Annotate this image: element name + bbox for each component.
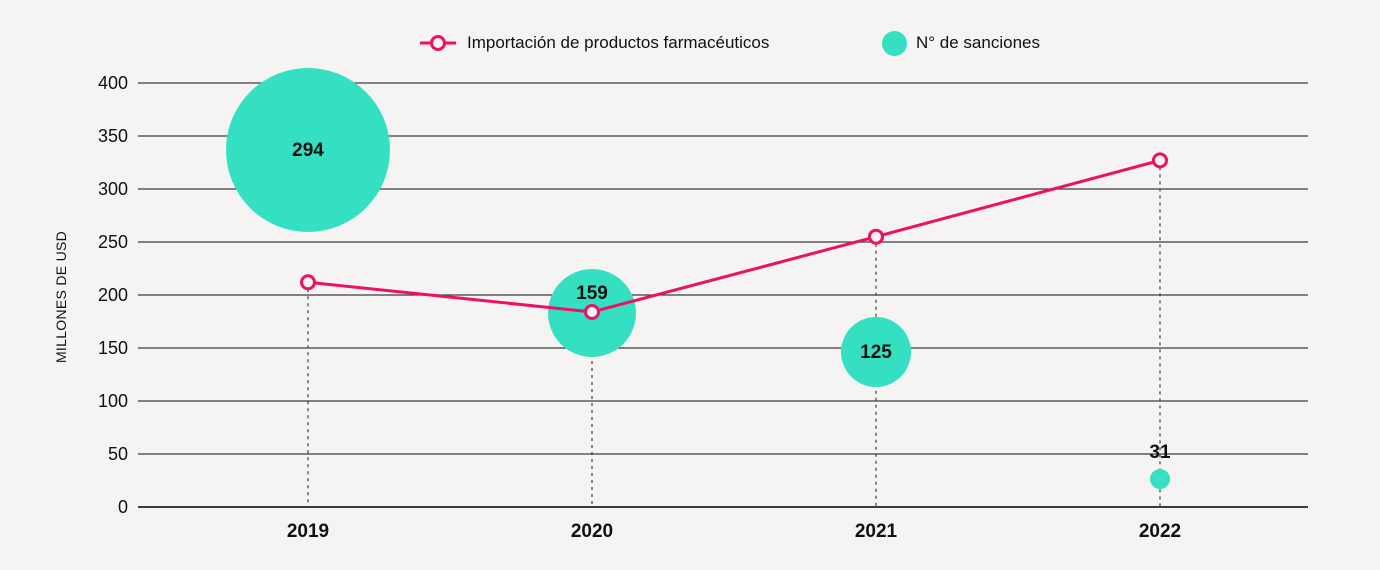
- sanctions-bubble: [226, 68, 390, 232]
- x-axis-label: 2021: [855, 521, 898, 542]
- line-point-marker: [1152, 152, 1168, 169]
- y-tick-label: 100: [98, 391, 128, 411]
- x-axis-label: 2022: [1139, 521, 1181, 542]
- bubble-value-label: 159: [576, 283, 608, 304]
- y-tick-label: 200: [98, 285, 128, 305]
- y-tick-label: 250: [98, 232, 128, 252]
- y-axis-title: MILLONES DE USD: [53, 231, 69, 363]
- legend-item-sanciones: N° de sanciones: [882, 30, 1040, 56]
- line-series-marker-icon: [420, 35, 456, 51]
- y-tick-label: 50: [108, 444, 128, 464]
- legend-label-importacion: Importación de productos farmacéuticos: [467, 33, 770, 52]
- y-tick-label: 150: [98, 338, 128, 358]
- sanctions-bubble: [841, 317, 911, 387]
- legend-item-importacion: Importación de productos farmacéuticos: [418, 30, 769, 56]
- bubble-value-label: 294: [292, 140, 324, 161]
- line-point-marker: [300, 274, 316, 291]
- sanctions-bubble: [1150, 469, 1170, 489]
- line-point-marker: [584, 303, 600, 320]
- x-axis-label: 2020: [571, 521, 613, 542]
- bubble-value-label: 31: [1149, 442, 1171, 463]
- y-tick-label: 400: [98, 73, 128, 93]
- legend-label-sanciones: N° de sanciones: [916, 33, 1040, 52]
- x-axis-label: 2019: [287, 521, 329, 542]
- bubble-series-icon: [882, 30, 907, 56]
- y-tick-label: 350: [98, 126, 128, 146]
- bubble-value-label: 125: [860, 342, 892, 363]
- imports-line: [307, 158, 1161, 314]
- y-tick-label: 300: [98, 179, 128, 199]
- y-tick-label: 0: [118, 497, 128, 517]
- line-point-marker: [868, 228, 884, 245]
